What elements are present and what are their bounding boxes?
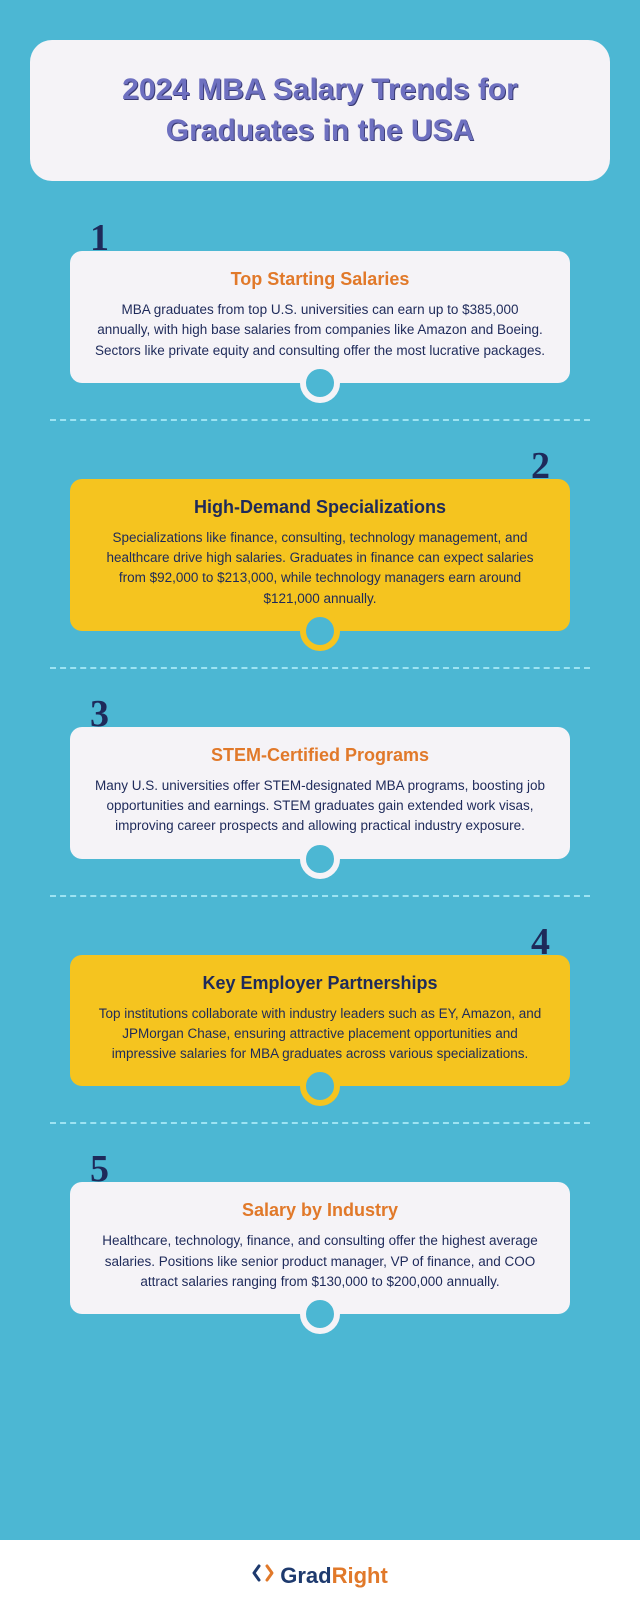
title-card: 2024 MBA Salary Trends for Graduates in … (30, 40, 610, 181)
ring-icon (300, 839, 340, 879)
section-body: Specializations like finance, consulting… (94, 528, 546, 609)
section-4: 4 Key Employer Partnerships Top institut… (30, 923, 610, 1087)
divider (50, 1122, 590, 1124)
footer: GradRight (0, 1540, 640, 1612)
section-3: 3 STEM-Certified Programs Many U.S. univ… (30, 695, 610, 859)
section-body: Healthcare, technology, finance, and con… (94, 1231, 546, 1292)
divider (50, 419, 590, 421)
ring-icon (300, 363, 340, 403)
section-body: Top institutions collaborate with indust… (94, 1004, 546, 1065)
page-container: 2024 MBA Salary Trends for Graduates in … (0, 0, 640, 1540)
section-heading: Key Employer Partnerships (94, 973, 546, 994)
section-heading: STEM-Certified Programs (94, 745, 546, 766)
divider (50, 895, 590, 897)
ring-icon (300, 611, 340, 651)
divider (50, 667, 590, 669)
logo-text-1: Grad (280, 1563, 331, 1588)
section-card: Top Starting Salaries MBA graduates from… (70, 251, 570, 383)
ring-icon (300, 1066, 340, 1106)
section-1: 1 Top Starting Salaries MBA graduates fr… (30, 219, 610, 383)
section-heading: High-Demand Specializations (94, 497, 546, 518)
section-heading: Top Starting Salaries (94, 269, 546, 290)
section-card: STEM-Certified Programs Many U.S. univer… (70, 727, 570, 859)
section-card: High-Demand Specializations Specializati… (70, 479, 570, 631)
section-heading: Salary by Industry (94, 1200, 546, 1221)
logo-icon (252, 1562, 274, 1590)
ring-icon (300, 1294, 340, 1334)
page-title: 2024 MBA Salary Trends for Graduates in … (58, 70, 582, 151)
section-body: Many U.S. universities offer STEM-design… (94, 776, 546, 837)
section-card: Key Employer Partnerships Top institutio… (70, 955, 570, 1087)
section-2: 2 High-Demand Specializations Specializa… (30, 447, 610, 631)
section-body: MBA graduates from top U.S. universities… (94, 300, 546, 361)
section-5: 5 Salary by Industry Healthcare, technol… (30, 1150, 610, 1314)
logo-text-2: Right (332, 1563, 388, 1588)
section-card: Salary by Industry Healthcare, technolog… (70, 1182, 570, 1314)
logo: GradRight (252, 1562, 388, 1590)
